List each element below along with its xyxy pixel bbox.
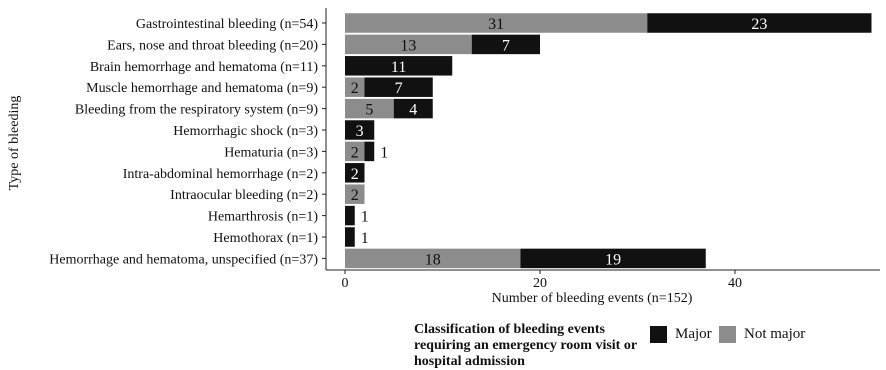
y-tick-label-intra-abdominal-hemorrhage: Intra-abdominal hemorrhage (n=2)	[123, 167, 319, 182]
bar-major-hematuria	[364, 141, 375, 162]
legend-title: Classification of bleeding events requir…	[414, 322, 637, 369]
data-label-not-major-intraocular-bleeding: 2	[351, 187, 359, 204]
bar-major-hemothorax	[345, 227, 355, 247]
data-label-not-major-muscle-hemorrhage-and-hematoma: 2	[351, 80, 359, 97]
y-tick-label-hematuria: Hematuria (n=3)	[224, 145, 318, 160]
bar-major-gastrointestinal-bleeding	[647, 13, 872, 33]
bar-major-hemorrhagic-shock	[345, 120, 375, 140]
bar-major-brain-hemorrhage-and-hematoma	[345, 56, 453, 76]
y-tick-label-hemothorax: Hemothorax (n=1)	[213, 231, 318, 246]
data-label-major-hemorrhagic-shock: 3	[356, 123, 364, 140]
data-label-major-gastrointestinal-bleeding: 23	[751, 16, 767, 33]
data-label-major-bleeding-from-the-respiratory-system: 4	[409, 102, 417, 119]
x-tick-label-40: 40	[728, 276, 742, 291]
data-label-not-major-hematuria: 2	[351, 144, 359, 161]
bar-major-ears-nose-and-throat-bleeding	[471, 34, 540, 55]
axes	[325, 8, 880, 271]
data-label-major-brain-hemorrhage-and-hematoma: 11	[391, 59, 406, 76]
legend: Classification of bleeding events requir…	[414, 322, 886, 370]
data-label-not-major-bleeding-from-the-respiratory-system: 5	[365, 102, 373, 119]
y-axis-category-labels: Gastrointestinal bleeding (n=54) Ears, no…	[49, 17, 326, 267]
bar-major-intra-abdominal-hemorrhage	[345, 163, 365, 183]
legend-label-major: Major	[675, 326, 712, 342]
bar-not-major-hemorrhage-and-hematoma-unspecified	[345, 248, 521, 269]
x-tick-label-20: 20	[533, 276, 547, 291]
y-tick-label-bleeding-from-the-respiratory-system: Bleeding from the respiratory system (n=…	[75, 103, 318, 118]
bar-major-bleeding-from-the-respiratory-system	[393, 98, 433, 119]
y-tick-label-hemarthrosis: Hemarthrosis (n=1)	[208, 210, 318, 225]
data-label-not-major-gastrointestinal-bleeding: 31	[488, 16, 504, 33]
bar-not-major-muscle-hemorrhage-and-hematoma	[345, 77, 365, 97]
bar-not-major-ears-nose-and-throat-bleeding	[345, 34, 472, 55]
y-tick-label-muscle-hemorrhage-and-hematoma: Muscle hemorrhage and hematoma (n=9)	[86, 81, 318, 96]
y-tick-label-intraocular-bleeding: Intraocular bleeding (n=2)	[170, 188, 318, 203]
bar-group	[345, 13, 872, 269]
legend-swatch-not-major	[719, 326, 736, 343]
legend-item-not-major: Not major	[719, 326, 805, 343]
y-tick-label-hemorrhagic-shock: Hemorrhagic shock (n=3)	[173, 124, 318, 139]
data-label-major-hemothorax: 1	[361, 230, 369, 247]
data-label-not-major-ears-nose-and-throat-bleeding: 13	[400, 37, 416, 54]
x-axis-ticks: 0 20 40	[342, 270, 742, 291]
data-label-major-hematuria: 1	[380, 144, 388, 161]
bar-not-major-intraocular-bleeding	[345, 184, 365, 204]
x-tick-label-0: 0	[342, 276, 349, 291]
y-axis-title: Type of bleeding	[7, 96, 22, 191]
legend-swatch-major	[650, 326, 667, 343]
bar-not-major-bleeding-from-the-respiratory-system	[345, 98, 394, 119]
bar-major-muscle-hemorrhage-and-hematoma	[364, 77, 433, 97]
x-axis-title: Number of bleeding events (n=152)	[492, 291, 693, 306]
bar-major-hemorrhage-and-hematoma-unspecified	[520, 248, 706, 269]
legend-item-major: Major	[650, 326, 712, 343]
bar-not-major-gastrointestinal-bleeding	[345, 13, 648, 33]
bar-major-hemarthrosis	[345, 205, 355, 226]
data-label-major-hemorrhage-and-hematoma-unspecified: 19	[605, 251, 621, 268]
y-tick-label-brain-hemorrhage-and-hematoma: Brain hemorrhage and hematoma (n=11)	[90, 60, 319, 75]
y-tick-label-ears-nose-and-throat-bleeding: Ears, nose and throat bleeding (n=20)	[107, 38, 318, 53]
data-label-major-ears-nose-and-throat-bleeding: 7	[502, 37, 510, 54]
bar-not-major-hematuria	[345, 141, 365, 162]
y-tick-label-gastrointestinal-bleeding: Gastrointestinal bleeding (n=54)	[136, 17, 318, 32]
data-label-major-muscle-hemorrhage-and-hematoma: 7	[395, 80, 403, 97]
data-label-major-hemarthrosis: 1	[361, 209, 369, 226]
data-label-not-major-hemorrhage-and-hematoma-unspecified: 18	[425, 251, 441, 268]
y-tick-label-hemorrhage-and-hematoma-unspecified: Hemorrhage and hematoma, unspecified (n=…	[49, 252, 318, 267]
data-label-major-intra-abdominal-hemorrhage: 2	[351, 166, 359, 183]
legend-label-not-major: Not major	[744, 326, 806, 342]
